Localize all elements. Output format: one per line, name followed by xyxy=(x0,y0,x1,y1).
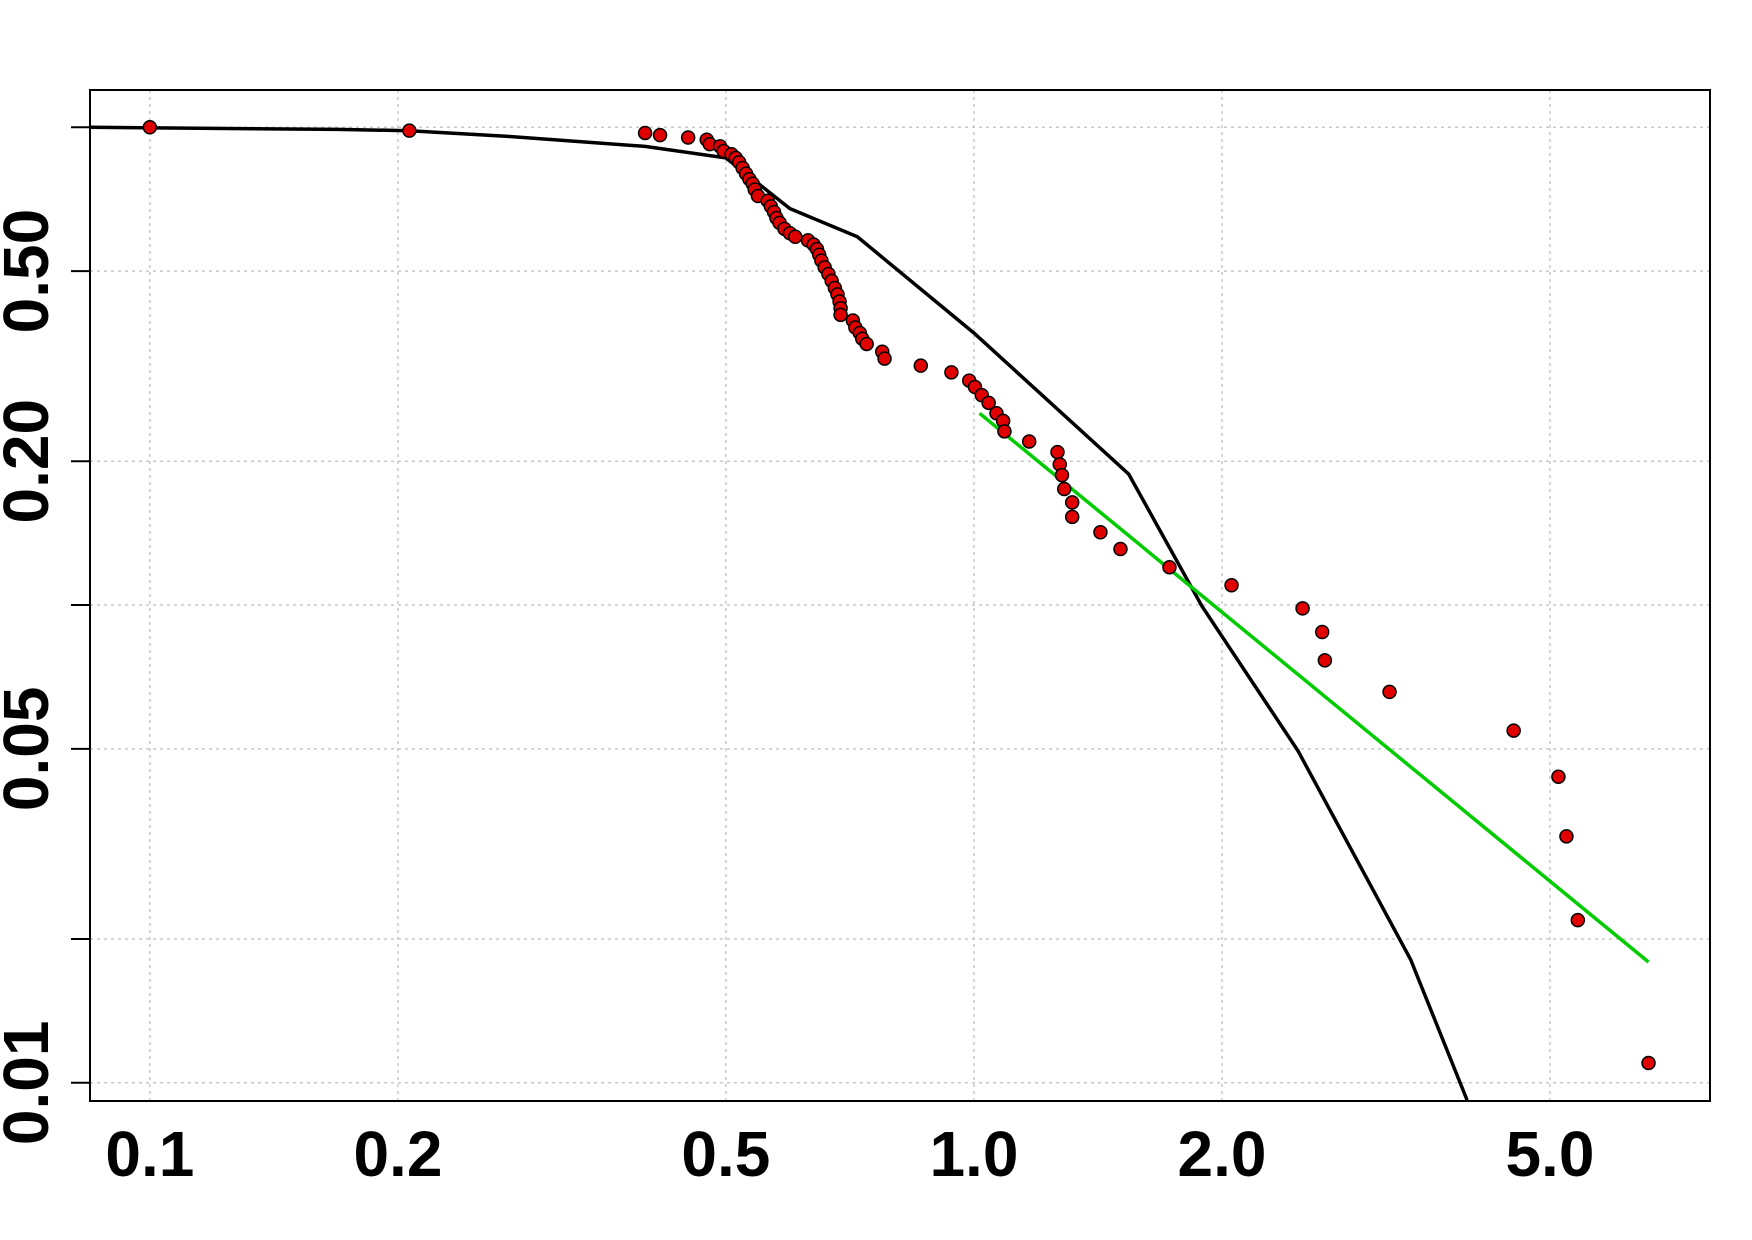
point xyxy=(1551,769,1566,785)
point xyxy=(1093,525,1108,540)
point xyxy=(981,395,996,411)
point xyxy=(859,336,874,352)
x-tick-label: 0.1 xyxy=(105,1118,194,1190)
y-tick-label: 0.50 xyxy=(0,209,62,334)
point xyxy=(402,123,417,138)
point xyxy=(1054,467,1070,483)
x-tick-label: 0.2 xyxy=(353,1118,442,1190)
grid xyxy=(90,90,1710,1101)
point xyxy=(1021,434,1037,449)
x-tick-label: 0.5 xyxy=(681,1118,770,1190)
point xyxy=(877,351,892,366)
point xyxy=(833,307,848,323)
point xyxy=(997,424,1012,439)
point xyxy=(1162,559,1177,575)
point xyxy=(1570,912,1586,928)
point xyxy=(1064,495,1080,510)
point xyxy=(913,358,929,373)
y-tick-label: 0.20 xyxy=(0,399,62,524)
y-tick-label: 0.01 xyxy=(0,1021,62,1146)
plot-area xyxy=(90,120,1656,1101)
point xyxy=(1224,578,1239,593)
point xyxy=(1506,723,1521,738)
point xyxy=(680,130,696,145)
curve xyxy=(978,411,1650,964)
x-tick-label: 2.0 xyxy=(1178,1118,1267,1190)
point xyxy=(1050,444,1065,460)
point xyxy=(1314,624,1330,640)
point xyxy=(1382,684,1397,700)
point xyxy=(142,120,158,135)
point xyxy=(1113,541,1128,557)
point xyxy=(1295,601,1310,616)
y-tick-label: 0.05 xyxy=(0,687,62,812)
point xyxy=(1641,1055,1656,1071)
x-tick-label: 5.0 xyxy=(1505,1118,1594,1190)
point xyxy=(788,229,803,245)
point xyxy=(652,127,668,143)
point xyxy=(1317,653,1333,668)
plot-frame xyxy=(89,89,1711,1102)
point xyxy=(944,365,959,380)
curve xyxy=(90,125,1469,1101)
point xyxy=(637,125,653,141)
point xyxy=(1064,509,1080,525)
x-tick-label: 1.0 xyxy=(929,1118,1018,1190)
point xyxy=(1559,829,1574,844)
point xyxy=(1056,481,1072,497)
